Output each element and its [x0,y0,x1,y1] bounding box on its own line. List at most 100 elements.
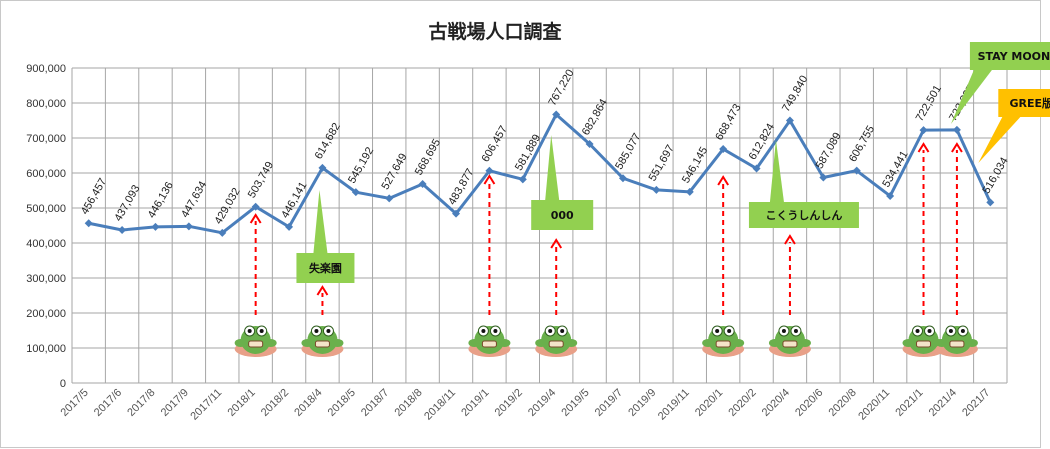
mascot-pupil [727,329,732,333]
mascot-pupil [715,329,720,333]
data-point [184,222,193,231]
arrow-head [316,285,329,296]
annotation-arrows [249,142,963,315]
mascot-icon [702,325,745,357]
mascot-pupil [793,329,798,333]
y-tick-label: 200,000 [26,308,66,320]
data-point [952,125,961,134]
mascot-arm [565,339,578,347]
mascot-mouth [782,340,798,348]
data-point [618,174,627,183]
data-point [919,126,928,135]
mascot-icon [468,325,511,357]
mascot-mouth [548,340,564,348]
data-point [285,222,294,231]
mascot-pupil [247,329,252,333]
callout-box: 失楽園 [296,190,355,283]
mascot-mouth [481,340,497,348]
y-tick-label: 500,000 [26,203,66,215]
callout-tail [313,190,328,253]
callout-text: 失楽園 [309,261,342,275]
mascot-icon [301,325,344,357]
mascot-pupil [560,329,565,333]
mascot-mouth [314,340,330,348]
mascot-icon [234,325,277,357]
data-point [819,173,828,182]
y-tick-label: 700,000 [26,133,66,145]
data-point [418,179,427,188]
mascot-pupil [493,329,498,333]
callout-text: 000 [551,209,574,222]
mascot-pupil [960,329,965,333]
callout-box: 000 [531,135,594,230]
arrow-head [249,213,262,224]
callout-tail [545,135,560,200]
mascot-mouth [248,340,264,348]
arrow-head [917,142,930,153]
mascot-icon [535,325,578,357]
mascot-arm [965,339,978,347]
mascot-arm [468,339,481,347]
data-point [351,188,360,197]
mascot-arm [798,339,811,347]
data-point [685,187,694,196]
data-point [318,163,327,172]
y-axis: 0 100,000 200,000 300,000 400,000 500,000 600,… [26,63,66,390]
arrow-head [483,174,496,185]
mascot-pupil [259,329,264,333]
y-tick-label: 100,000 [26,343,66,355]
data-point [785,116,794,125]
arrow-head [784,234,796,245]
y-tick-label: 300,000 [26,273,66,285]
callout-rect [296,253,355,283]
callout-tail [769,140,784,202]
callout-box: STAY MOON [950,42,1050,124]
arrow-head [717,175,730,186]
series-line [84,110,995,237]
y-tick-label: 600,000 [26,168,66,180]
data-point [652,185,661,194]
data-point [485,166,494,175]
mascot-pupil [927,329,932,333]
callout-text: こくうしんしん [766,209,843,222]
y-tick-label: 0 [60,378,66,390]
data-point [251,202,260,211]
data-point [752,164,761,173]
mascot-arm [301,339,314,347]
mascot-pupil [326,329,331,333]
mascot-icon [768,325,811,357]
data-point [886,191,895,200]
callout-box: GREE版終了 [978,89,1050,163]
mascot-pupil [548,329,553,333]
data-point [385,194,394,203]
mascot-arm [768,339,781,347]
data-point [585,139,594,148]
callout-tail [978,117,1021,163]
chart-title: 古戦場人口調査 [428,20,562,43]
mascot-mouth [916,340,932,348]
callouts: 失楽園 000 こくうしんしん STAY MOON GREE版終了 [296,42,1050,283]
callout-text: STAY MOON [978,50,1050,63]
callout-rect [748,202,859,228]
data-point [986,198,995,207]
y-tick-label: 400,000 [26,238,66,250]
mascot-arm [264,339,277,347]
data-point [518,175,527,184]
data-point [151,222,160,231]
y-tick-label: 900,000 [26,63,66,75]
mascot-pupil [948,329,953,333]
series-polyline [88,112,992,235]
data-point [852,166,861,175]
arrow-head [951,142,963,153]
mascot-arm [702,339,715,347]
data-point [452,209,461,218]
mascot-mouth [715,340,731,348]
mascot-arm [331,339,344,347]
mascot-icon [902,325,945,357]
callout-text: GREE版終了 [1010,96,1050,110]
callout-tail [950,70,992,124]
data-point [84,219,93,228]
mascot-mouth [949,340,965,348]
